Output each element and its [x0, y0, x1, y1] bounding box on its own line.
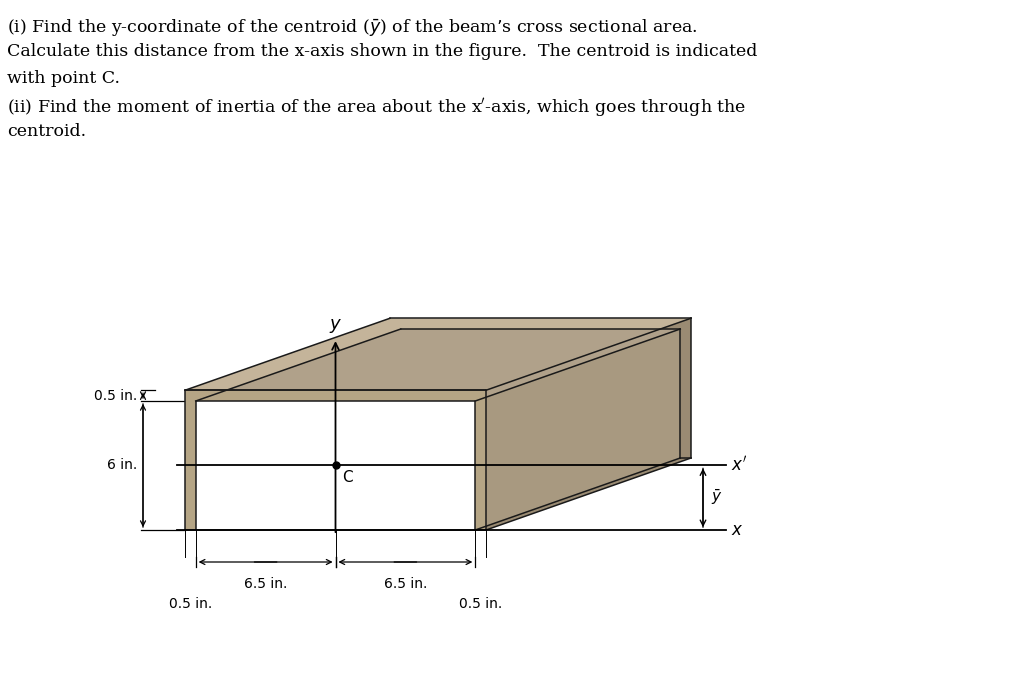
- Text: centroid.: centroid.: [7, 123, 86, 140]
- Text: C: C: [342, 471, 353, 486]
- Text: $y$: $y$: [329, 317, 342, 335]
- Text: (ii) Find the moment of inertia of the area about the x$'$-axis, which goes thro: (ii) Find the moment of inertia of the a…: [7, 97, 746, 119]
- Text: $x$: $x$: [731, 521, 743, 539]
- Polygon shape: [185, 390, 486, 530]
- Polygon shape: [475, 329, 680, 530]
- Text: $\bar{y}$: $\bar{y}$: [711, 488, 723, 508]
- Text: 6.5 in.: 6.5 in.: [384, 577, 427, 591]
- Polygon shape: [196, 329, 680, 401]
- Text: 6 in.: 6 in.: [106, 458, 137, 473]
- Polygon shape: [185, 319, 691, 390]
- Text: 6.5 in.: 6.5 in.: [244, 577, 288, 591]
- Text: 0.5 in.: 0.5 in.: [94, 388, 137, 403]
- Text: $x'$: $x'$: [731, 456, 748, 475]
- Text: with point C.: with point C.: [7, 70, 120, 87]
- Text: 0.5 in.: 0.5 in.: [459, 597, 502, 611]
- Text: Calculate this distance from the x-axis shown in the figure.  The centroid is in: Calculate this distance from the x-axis …: [7, 44, 758, 60]
- Polygon shape: [196, 401, 475, 530]
- Text: 0.5 in.: 0.5 in.: [169, 597, 212, 611]
- Polygon shape: [486, 319, 691, 530]
- Text: (i) Find the y-coordinate of the centroid ($\bar{y}$) of the beam’s cross sectio: (i) Find the y-coordinate of the centroi…: [7, 17, 697, 38]
